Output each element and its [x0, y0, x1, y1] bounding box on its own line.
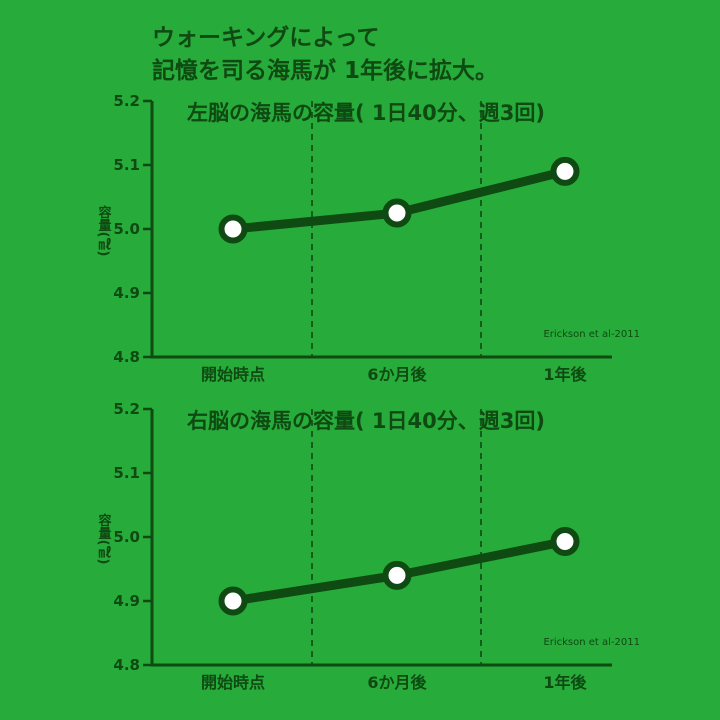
y-axis-label: 容量(㎖): [96, 205, 113, 256]
data-point: [382, 198, 412, 228]
headline: ウォーキングによって 記憶を司る海馬が 1年後に拡大。: [152, 22, 498, 88]
y-tick-label: 4.8: [113, 656, 140, 674]
chart-title: 左脳の海馬の容量( 1日40分、週3回): [187, 101, 545, 125]
y-tick-label: 4.9: [113, 284, 140, 302]
x-tick-label: 6か月後: [367, 365, 427, 384]
source-note: Erickson et al-2011: [543, 329, 640, 340]
data-point: [550, 526, 580, 556]
headline-line-1: ウォーキングによって: [152, 25, 380, 51]
data-point: [218, 586, 248, 616]
chart-1: 4.8 4.9 5.0 5.1 5.2 容量(㎖) 左脳の海馬の容量( 1日40分、週3回)…: [96, 92, 641, 384]
headline-line-2: 記憶を司る海馬が 1年後に拡大。: [152, 58, 499, 84]
x-tick-label: 開始時点: [201, 365, 265, 384]
y-tick-label: 4.9: [113, 592, 140, 610]
y-tick-label: 5.0: [113, 220, 140, 238]
data-point: [382, 560, 412, 590]
x-tick-label: 1年後: [543, 365, 587, 384]
x-tick-label: 1年後: [543, 673, 587, 692]
source-note: Erickson et al-2011: [543, 637, 640, 648]
y-tick-label: 5.0: [113, 528, 140, 546]
y-tick-label: 5.2: [113, 400, 140, 418]
y-tick-label: 5.1: [113, 464, 140, 482]
x-tick-label: 6か月後: [367, 673, 427, 692]
y-tick-label: 5.1: [113, 156, 140, 174]
y-tick-label: 4.8: [113, 348, 140, 366]
data-point: [550, 156, 580, 186]
x-tick-label: 開始時点: [201, 673, 265, 692]
data-point: [218, 214, 248, 244]
y-axis-label: 容量(㎖): [96, 513, 113, 564]
chart-2: 4.8 4.9 5.0 5.1 5.2 容量(㎖) 右脳の海馬の容量( 1日40分、週3回)…: [96, 400, 641, 692]
y-tick-label: 5.2: [113, 92, 140, 110]
chart-title: 右脳の海馬の容量( 1日40分、週3回): [187, 409, 545, 433]
